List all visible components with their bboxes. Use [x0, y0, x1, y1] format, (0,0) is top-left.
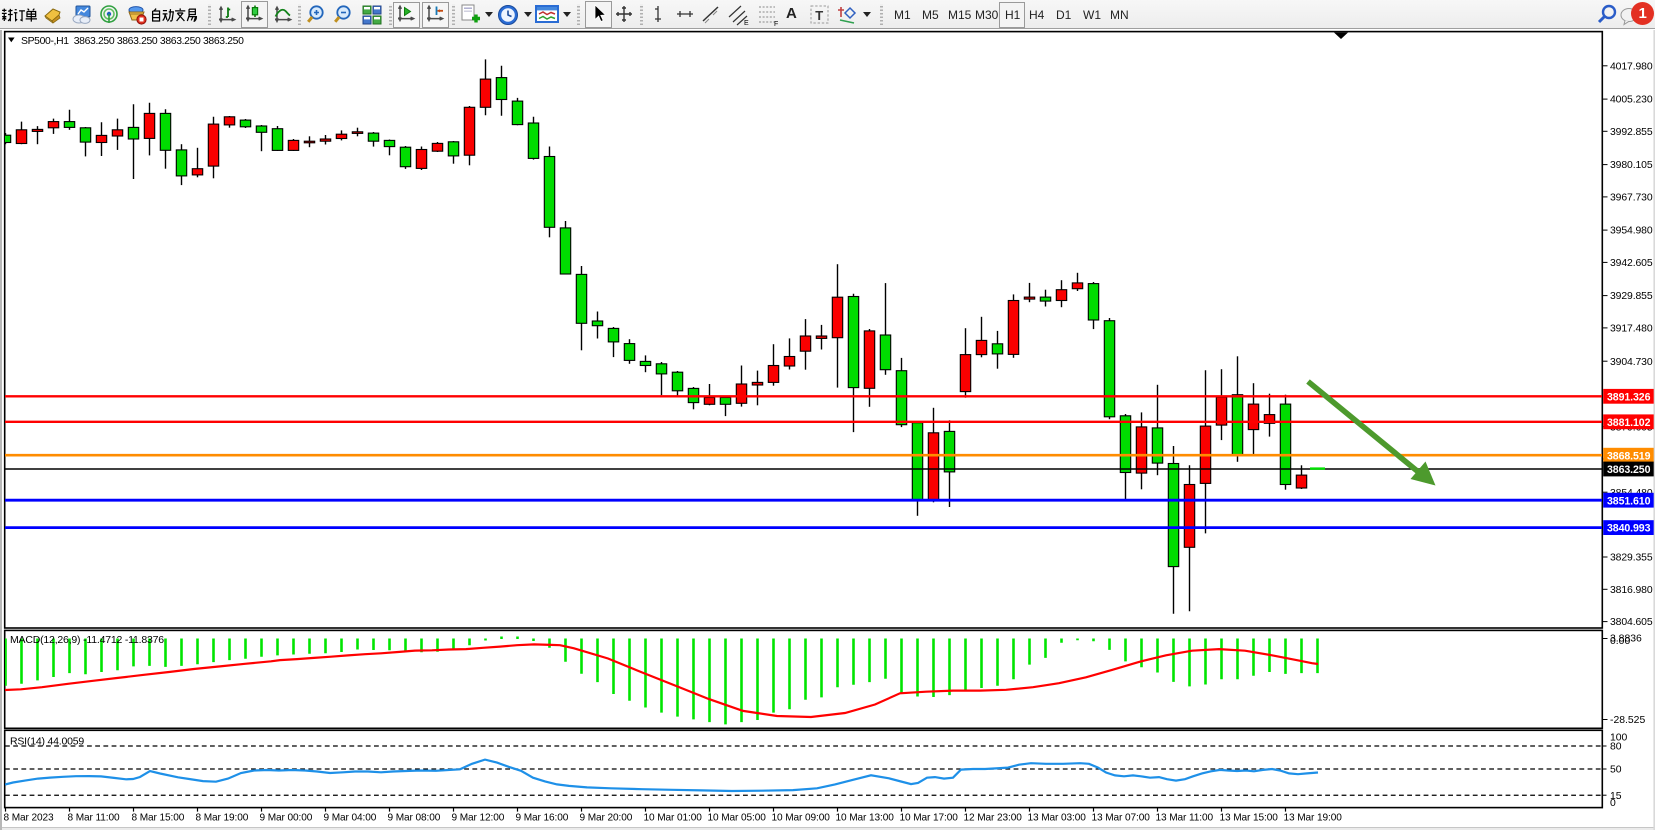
svg-text:-28.525: -28.525 [1610, 715, 1645, 726]
svg-text:15: 15 [1610, 791, 1622, 802]
svg-text:100: 100 [1610, 733, 1628, 744]
svg-text:MACD(12,26,9) -11.4712 -11.837: MACD(12,26,9) -11.4712 -11.8376 [10, 634, 164, 646]
svg-text:3929.855: 3929.855 [1610, 291, 1653, 302]
svg-text:3851.610: 3851.610 [1607, 495, 1651, 507]
svg-text:T: T [815, 8, 823, 23]
svg-text:3967.730: 3967.730 [1610, 193, 1653, 204]
svg-text:SP500-,H1 3863.250 3863.250 3: SP500-,H1 3863.250 3863.250 3863.250 386… [21, 36, 244, 47]
svg-text:9 Mar 04:00: 9 Mar 04:00 [324, 813, 377, 824]
svg-text:3954.980: 3954.980 [1610, 226, 1653, 237]
svg-text:3992.855: 3992.855 [1610, 127, 1653, 138]
svg-text:3816.980: 3816.980 [1610, 585, 1653, 596]
svg-text:RSI(14) 44.0059: RSI(14) 44.0059 [10, 735, 84, 747]
svg-text:3980.105: 3980.105 [1610, 160, 1653, 171]
svg-text:8 Mar 15:00: 8 Mar 15:00 [132, 813, 185, 824]
svg-text:4017.980: 4017.980 [1610, 61, 1653, 72]
svg-text:12 Mar 23:00: 12 Mar 23:00 [964, 813, 1023, 824]
svg-text:50: 50 [1610, 765, 1622, 776]
svg-text:10 Mar 01:00: 10 Mar 01:00 [644, 813, 703, 824]
svg-text:3917.480: 3917.480 [1610, 324, 1653, 335]
svg-text:10 Mar 05:00: 10 Mar 05:00 [708, 813, 767, 824]
svg-text:4005.230: 4005.230 [1610, 95, 1653, 106]
svg-text:3868.519: 3868.519 [1607, 450, 1651, 462]
svg-text:9 Mar 08:00: 9 Mar 08:00 [388, 813, 441, 824]
svg-text:3863.250: 3863.250 [1607, 464, 1651, 476]
svg-text:13 Mar 19:00: 13 Mar 19:00 [1284, 813, 1343, 824]
svg-text:F: F [774, 21, 778, 27]
svg-text:8 Mar 11:00: 8 Mar 11:00 [68, 813, 121, 824]
svg-text:8 Mar 19:00: 8 Mar 19:00 [196, 813, 249, 824]
svg-text:3942.605: 3942.605 [1610, 258, 1653, 269]
svg-text:13 Mar 11:00: 13 Mar 11:00 [1156, 813, 1214, 824]
svg-text:13 Mar 15:00: 13 Mar 15:00 [1220, 813, 1279, 824]
svg-text:10 Mar 09:00: 10 Mar 09:00 [772, 813, 831, 824]
svg-text:3904.730: 3904.730 [1610, 357, 1653, 368]
svg-text:13 Mar 03:00: 13 Mar 03:00 [1028, 813, 1087, 824]
svg-text:3881.102: 3881.102 [1607, 417, 1651, 429]
svg-text:3804.605: 3804.605 [1610, 617, 1653, 628]
svg-text:80: 80 [1610, 741, 1622, 752]
svg-text:E: E [744, 20, 749, 27]
svg-text:8 Mar 2023: 8 Mar 2023 [4, 813, 55, 824]
svg-text:3840.993: 3840.993 [1607, 523, 1651, 535]
svg-text:3891.326: 3891.326 [1607, 391, 1651, 403]
svg-text:3.8836: 3.8836 [1610, 633, 1642, 644]
svg-text:0: 0 [1610, 798, 1616, 809]
svg-text:3829.355: 3829.355 [1610, 553, 1653, 564]
svg-text:0.00: 0.00 [1610, 636, 1630, 647]
svg-text:10 Mar 17:00: 10 Mar 17:00 [900, 813, 959, 824]
svg-text:9 Mar 16:00: 9 Mar 16:00 [516, 813, 569, 824]
svg-text:9 Mar 00:00: 9 Mar 00:00 [260, 813, 313, 824]
svg-text:9 Mar 12:00: 9 Mar 12:00 [452, 813, 505, 824]
svg-text:9 Mar 20:00: 9 Mar 20:00 [580, 813, 633, 824]
svg-text:10 Mar 13:00: 10 Mar 13:00 [836, 813, 895, 824]
svg-text:13 Mar 07:00: 13 Mar 07:00 [1092, 813, 1151, 824]
